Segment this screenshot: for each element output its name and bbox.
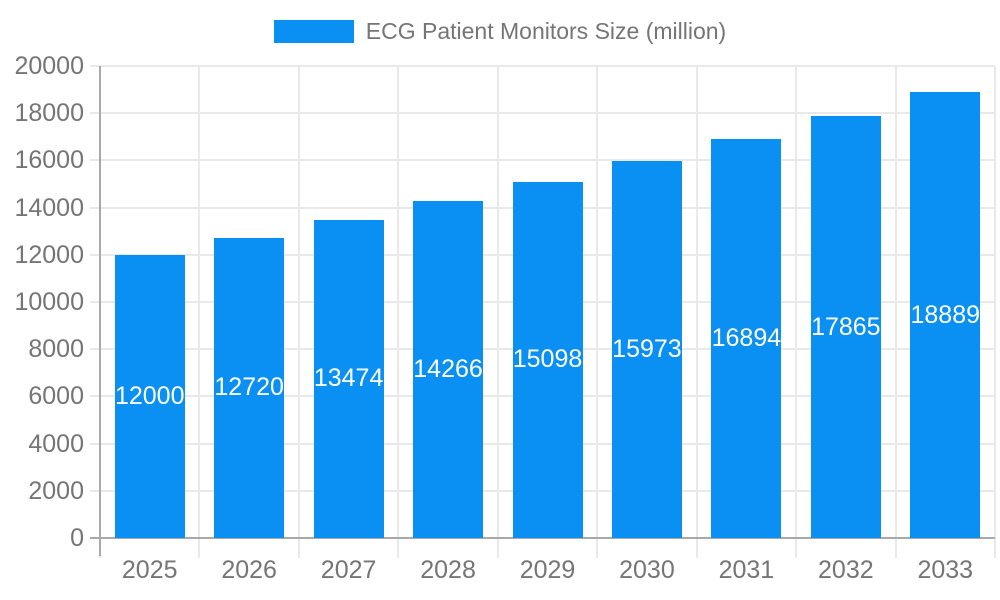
x-axis-label: 2027 bbox=[320, 556, 377, 584]
v-gridline bbox=[297, 66, 300, 558]
y-axis-label: 2000 bbox=[28, 476, 84, 505]
x-axis-label: 2031 bbox=[718, 556, 775, 584]
v-gridline bbox=[894, 66, 897, 558]
bar-value-label: 16894 bbox=[711, 324, 782, 353]
y-axis-label: 4000 bbox=[28, 429, 84, 458]
bar-value-label: 18889 bbox=[910, 300, 981, 329]
y-axis-label: 14000 bbox=[14, 193, 84, 222]
v-gridline bbox=[496, 66, 499, 558]
bar[interactable]: 12720 bbox=[214, 237, 285, 538]
x-axis-label: 2026 bbox=[221, 556, 277, 584]
x-axis-line bbox=[90, 537, 995, 539]
h-gridline bbox=[90, 65, 995, 67]
y-axis-line bbox=[99, 66, 101, 556]
y-axis-label: 8000 bbox=[28, 335, 84, 364]
y-axis-label: 10000 bbox=[14, 288, 84, 316]
v-gridline bbox=[795, 66, 798, 558]
bar[interactable]: 15098 bbox=[512, 181, 583, 538]
y-axis-label: 0 bbox=[70, 524, 84, 552]
bar-value-label: 14266 bbox=[413, 355, 483, 384]
chart-legend-item[interactable]: ECG Patient Monitors Size (million) bbox=[0, 17, 1000, 45]
x-axis-label: 2030 bbox=[619, 556, 675, 584]
bar[interactable]: 15973 bbox=[611, 161, 682, 538]
v-gridline bbox=[198, 66, 201, 558]
bar-value-label: 12000 bbox=[114, 381, 185, 410]
x-axis-label: 2029 bbox=[519, 556, 576, 584]
v-gridline bbox=[596, 66, 599, 558]
legend-swatch bbox=[273, 19, 354, 43]
x-axis-label: 2028 bbox=[420, 556, 476, 584]
bar[interactable]: 12000 bbox=[114, 254, 185, 538]
bar[interactable]: 16894 bbox=[711, 139, 782, 538]
bar-value-label: 15973 bbox=[612, 335, 682, 363]
bar-value-label: 12720 bbox=[214, 373, 284, 402]
v-gridline bbox=[695, 66, 698, 558]
y-axis-label: 20000 bbox=[14, 52, 84, 80]
bar[interactable]: 17865 bbox=[810, 116, 881, 538]
bar-value-label: 15098 bbox=[512, 345, 583, 374]
bar-value-label: 13474 bbox=[313, 364, 384, 393]
y-axis-label: 16000 bbox=[14, 146, 84, 175]
x-axis-label: 2025 bbox=[121, 556, 178, 584]
v-gridline bbox=[397, 66, 400, 558]
x-axis-label: 2032 bbox=[818, 556, 874, 584]
bar[interactable]: 13474 bbox=[313, 220, 384, 538]
x-axis-label: 2033 bbox=[917, 556, 974, 584]
y-axis-label: 6000 bbox=[28, 382, 84, 411]
bar[interactable]: 14266 bbox=[413, 201, 484, 538]
h-gridline bbox=[90, 159, 995, 162]
bar-value-label: 17865 bbox=[811, 312, 881, 341]
legend-label: ECG Patient Monitors Size (million) bbox=[365, 17, 727, 44]
h-gridline bbox=[90, 112, 995, 115]
y-axis-label: 12000 bbox=[14, 240, 84, 269]
bar[interactable]: 18889 bbox=[910, 92, 981, 538]
y-axis-label: 18000 bbox=[14, 99, 84, 128]
v-gridline bbox=[994, 66, 996, 558]
